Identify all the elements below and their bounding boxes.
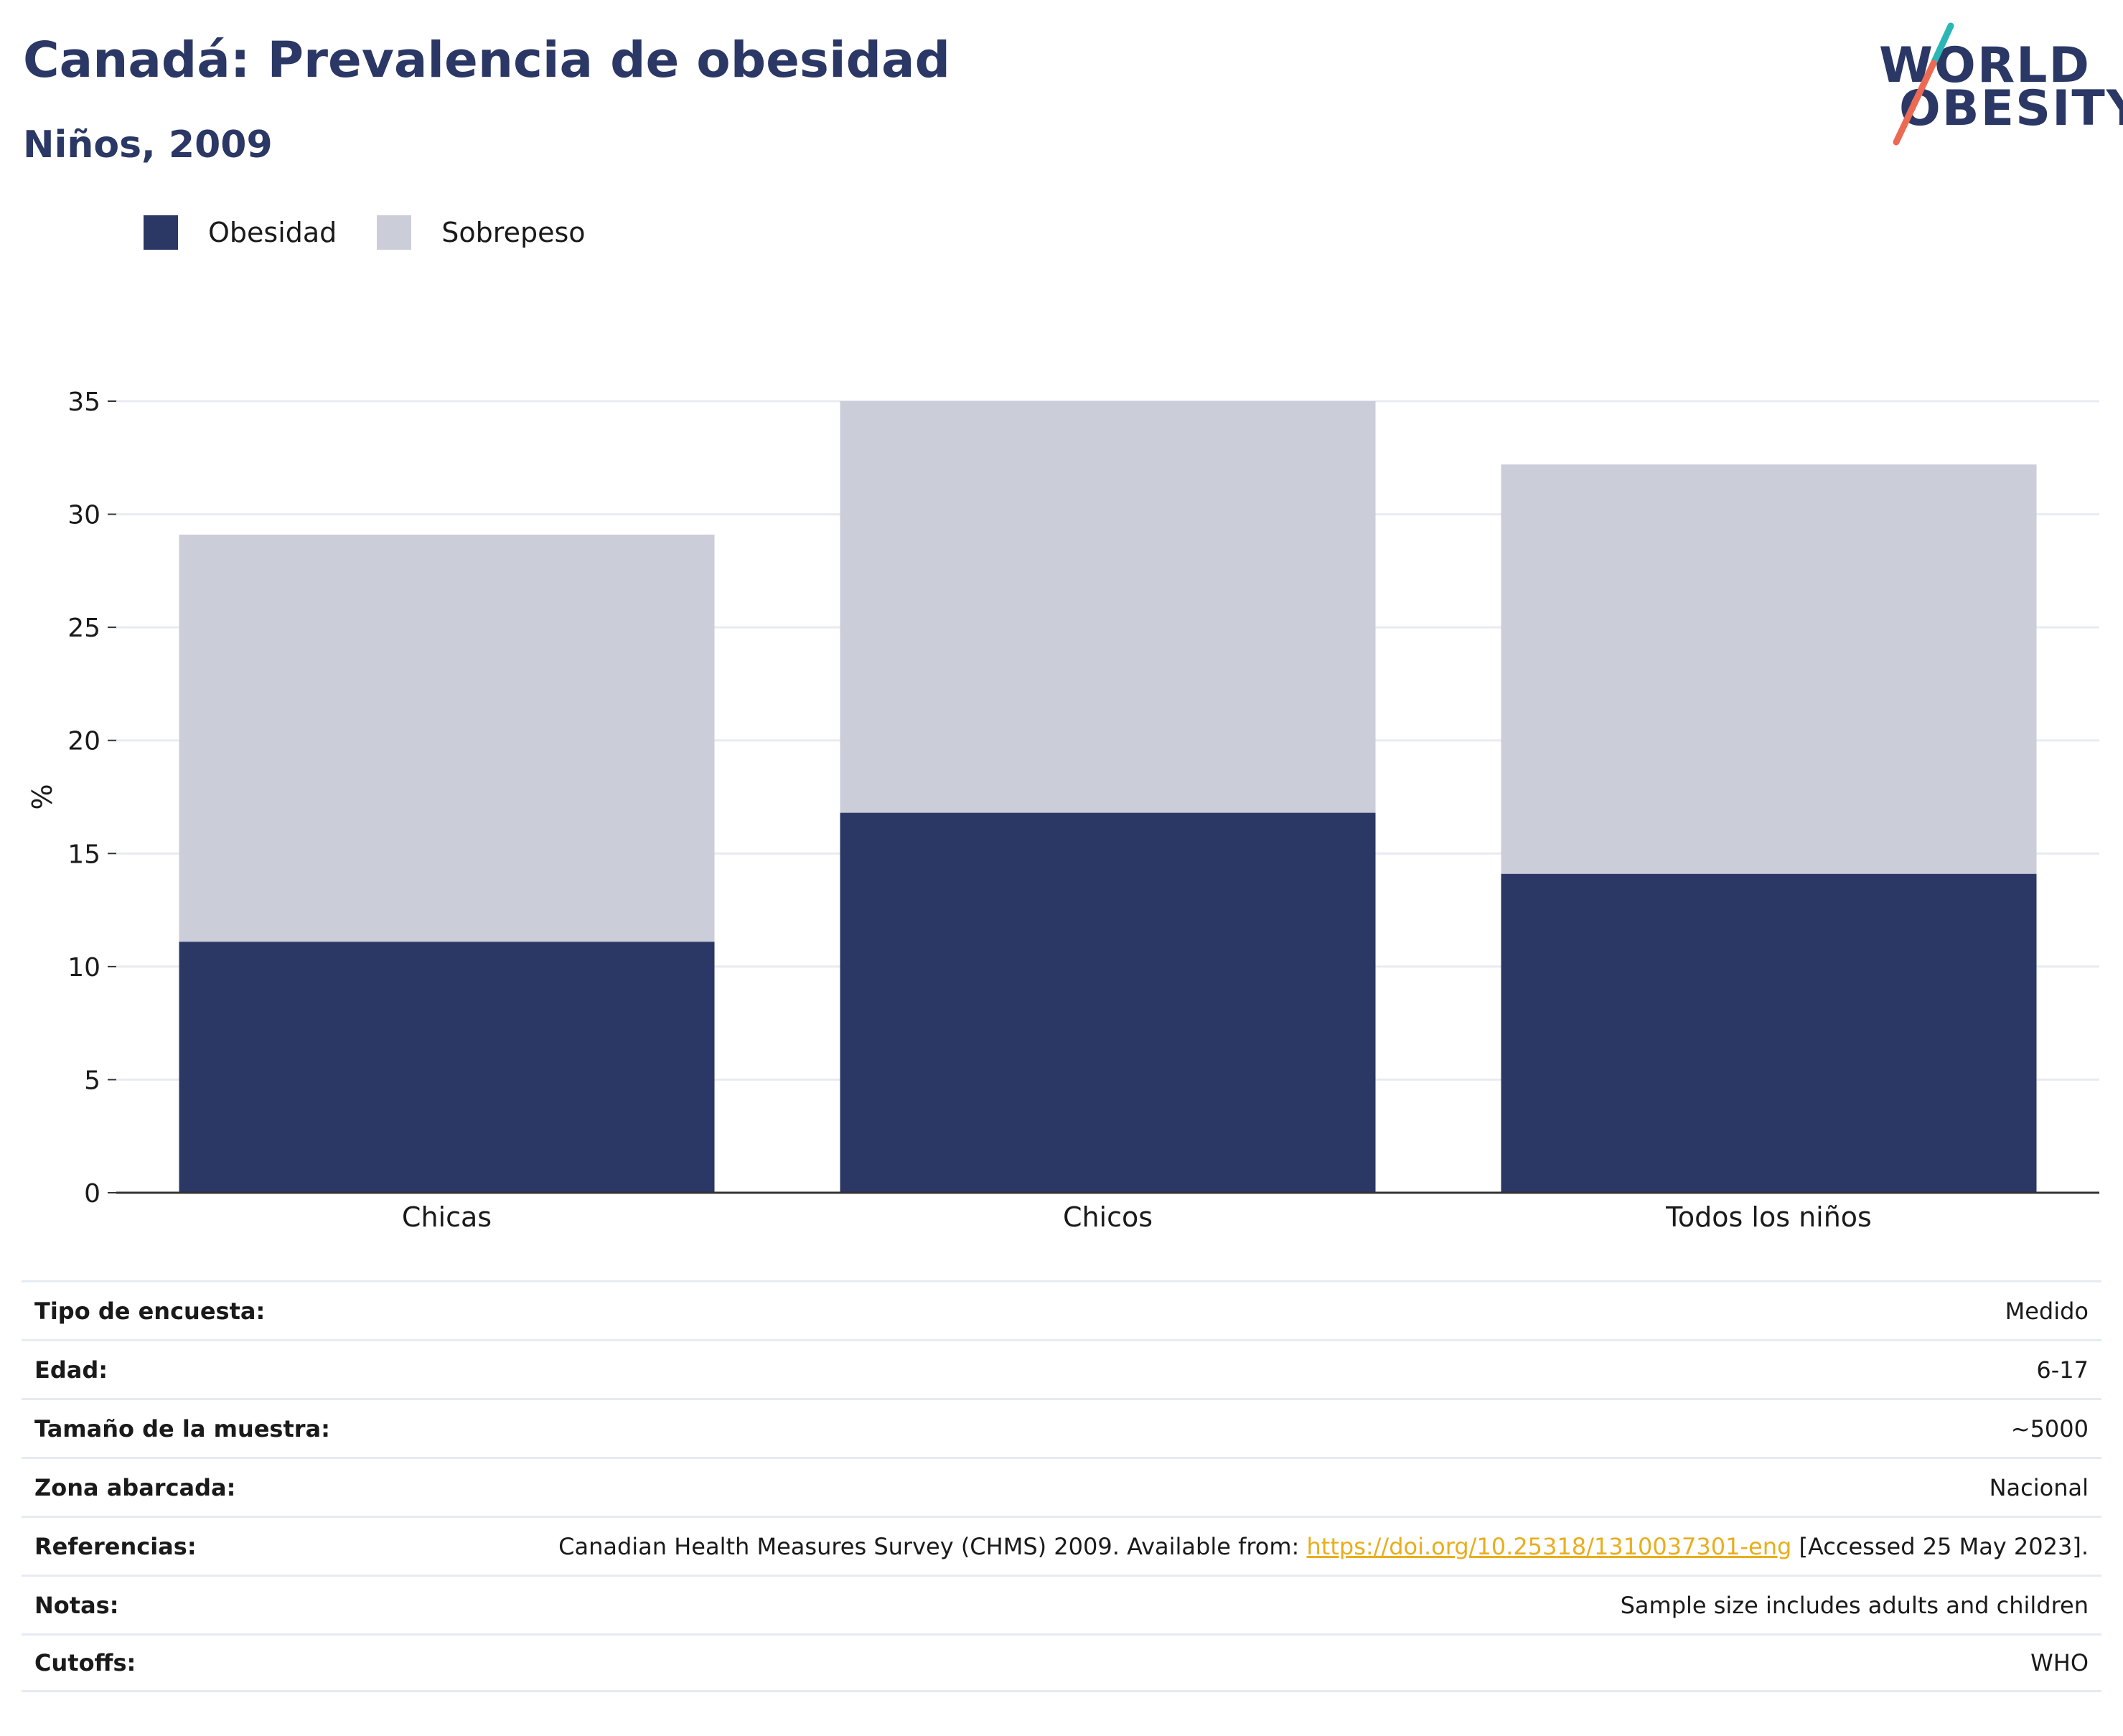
world-obesity-logo: WORLD OBESITY [1873,20,2123,149]
info-label: Notas: [34,1591,119,1619]
y-tick-label: 20 [67,727,100,756]
y-tick-label: 0 [84,1179,100,1209]
info-value: Canadian Health Measures Survey (CHMS) 2… [558,1533,2089,1560]
survey-info-table: Tipo de encuesta: Medido Edad: 6-17 Tama… [22,1280,2101,1692]
x-tick-label: Todos los niños [1665,1201,1872,1233]
y-tick-label: 25 [67,614,100,643]
legend-item-obesidad[interactable]: Obesidad [144,215,337,250]
info-value: ~5000 [2010,1414,2089,1442]
info-row-cutoffs: Cutoffs: WHO [22,1633,2101,1692]
legend-swatch-obesidad [144,215,178,250]
logo-word-world: WORLD [1879,37,2091,94]
legend-item-sobrepeso[interactable]: Sobrepeso [377,215,586,250]
legend-label-sobrepeso: Sobrepeso [441,217,586,248]
info-row-references: Referencias: Canadian Health Measures Su… [22,1516,2101,1575]
y-tick-label: 35 [67,388,100,417]
bar-sobrepeso-2 [840,401,1376,813]
logo-slash-icon [1893,22,1954,146]
legend-label-obesidad: Obesidad [208,217,337,248]
x-tick-label: Chicos [1063,1201,1153,1233]
info-value: WHO [2030,1649,2089,1676]
y-tick-label: 15 [67,840,100,869]
info-row-survey-type: Tipo de encuesta: Medido [22,1280,2101,1339]
bar-obesidad-3 [1501,873,2037,1193]
chart-title: Canadá: Prevalencia de obesidad [23,32,950,89]
chart-legend: Obesidad Sobrepeso [144,215,626,250]
info-label: Tipo de encuesta: [34,1297,266,1325]
y-tick-label: 30 [67,501,100,530]
bar-obesidad-1 [179,942,715,1193]
info-label: Tamaño de la muestra: [34,1414,330,1442]
info-row-notes: Notas: Sample size includes adults and c… [22,1575,2101,1633]
info-label: Cutoffs: [34,1649,136,1676]
bar-obesidad-2 [840,812,1376,1193]
y-axis-label: % [27,784,58,810]
logo-word-obesity: OBESITY [1899,80,2123,137]
info-value: Medido [2005,1297,2089,1325]
info-value: 6-17 [2036,1356,2089,1384]
info-label: Referencias: [34,1532,197,1560]
info-value: Nacional [1989,1473,2089,1501]
bar-chart: 0 5 10 15 20 25 30 35% Chicas Chicos Todos los niñ… [27,388,2099,1233]
info-label: Zona abarcada: [34,1473,236,1501]
legend-swatch-sobrepeso [377,215,412,250]
info-row-age: Edad: 6-17 [22,1339,2101,1398]
reference-text: Canadian Health Measures Survey (CHMS) 2… [558,1532,1307,1560]
info-label: Edad: [34,1356,108,1384]
x-tick-label: Chicas [402,1201,492,1233]
bar-sobrepeso-1 [179,534,715,942]
y-tick-label: 5 [84,1066,100,1095]
reference-link[interactable]: https://doi.org/10.25318/1310037301-eng [1306,1532,1792,1560]
bar-sobrepeso-3 [1501,464,2037,874]
info-value: Sample size includes adults and children [1620,1591,2089,1619]
chart-subtitle: Niños, 2009 [23,123,273,166]
reference-accessed: [Accessed 25 May 2023]. [1791,1532,2089,1560]
y-tick-label: 10 [67,953,100,982]
info-row-sample-size: Tamaño de la muestra: ~5000 [22,1398,2101,1457]
info-row-area: Zona abarcada: Nacional [22,1457,2101,1516]
